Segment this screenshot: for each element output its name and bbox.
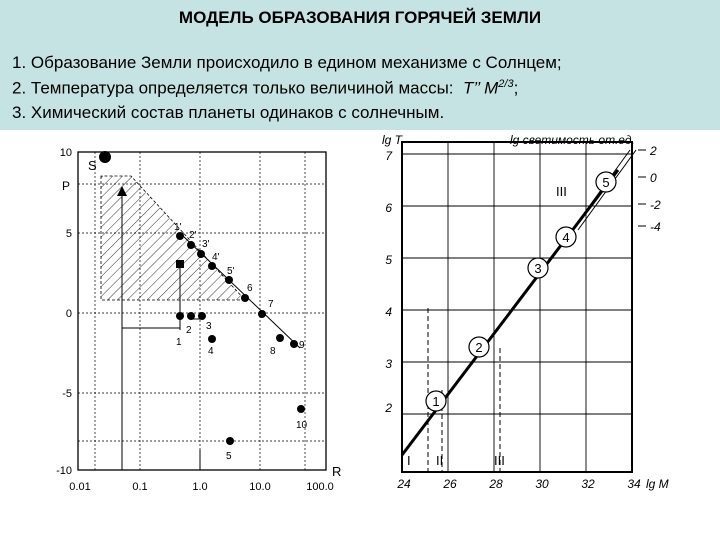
axis-letter-r: R xyxy=(332,464,341,479)
x-tick: 100.0 xyxy=(306,481,334,493)
stage-circle-4 xyxy=(555,226,577,248)
roman-label: I xyxy=(407,453,411,468)
roman-label: II xyxy=(436,453,443,468)
x-tick: 28 xyxy=(488,477,503,491)
y-tick: 6 xyxy=(385,201,392,215)
point-2-text: 2. Температура определяется только велич… xyxy=(12,78,454,98)
y2-axis-label: lg светимость от.ед. xyxy=(510,133,635,147)
right-chart-grid xyxy=(402,142,632,472)
y2-tick: 2 xyxy=(649,144,657,158)
sun-point xyxy=(99,151,111,163)
point-3-prime xyxy=(197,250,205,258)
circle-label: 5 xyxy=(602,175,609,190)
point-9 xyxy=(290,340,298,348)
square-marker xyxy=(176,260,184,268)
x-axis-label: lg M xyxy=(646,477,669,491)
point-label: 10 xyxy=(296,420,308,431)
y-tick: -10 xyxy=(56,465,72,477)
x-tick: 24 xyxy=(396,477,411,491)
y2-tick: -4 xyxy=(650,220,661,234)
stage-circle-3 xyxy=(527,257,549,279)
point-label: 4 xyxy=(208,346,214,357)
point-label: 4' xyxy=(212,252,220,263)
point-label: 2 xyxy=(186,325,192,336)
sun-label: S xyxy=(88,158,97,173)
point-7 xyxy=(258,310,266,318)
y2-tick: 0 xyxy=(650,171,657,185)
y2-tick: -2 xyxy=(650,198,661,212)
y-tick: 2 xyxy=(384,401,392,415)
y-axis-label: lg T xyxy=(382,133,404,147)
triangle-marker xyxy=(117,186,127,196)
point-1 xyxy=(176,312,184,320)
point-4 xyxy=(208,335,216,343)
stage-circle-1 xyxy=(425,390,447,412)
x-tick: 0.01 xyxy=(69,481,90,493)
point-3: 3. Химический состав планеты одинаков с … xyxy=(12,103,445,122)
x-tick: 1.0 xyxy=(192,481,207,493)
point-label: 5' xyxy=(227,266,235,277)
stage-circle-2 xyxy=(468,336,490,358)
point-1-prime xyxy=(176,232,184,240)
circle-label: 1 xyxy=(432,394,439,409)
point-2: 2. Температура определяется только велич… xyxy=(12,78,518,99)
point-2 xyxy=(187,312,195,320)
x-tick: 30 xyxy=(535,477,549,491)
point-2-prime xyxy=(187,241,195,249)
right-chart-frame xyxy=(401,141,633,473)
y-tick: 0 xyxy=(66,308,72,320)
y-tick: 5 xyxy=(385,253,392,267)
point-label: 3 xyxy=(206,321,212,332)
stage-circle-5 xyxy=(595,171,617,193)
point-4-prime xyxy=(208,262,216,270)
header-band: МОДЕЛЬ ОБРАЗОВАНИЯ ГОРЯЧЕЙ ЗЕМЛИ 1. Обра… xyxy=(0,0,720,130)
x-tick: 26 xyxy=(442,477,457,491)
point-label: 7 xyxy=(268,299,274,310)
circle-label: 2 xyxy=(475,340,482,355)
y-tick: 7 xyxy=(385,149,393,163)
point-5 xyxy=(226,437,234,445)
y-tick: 10 xyxy=(60,147,72,159)
right-chart: 1 2 3 4 5 I II III III lg T lg светимост… xyxy=(382,133,669,491)
point-label: 2' xyxy=(189,230,197,241)
left-chart-frame xyxy=(77,151,327,471)
x-tick: 0.1 xyxy=(132,481,147,493)
point-label: 8 xyxy=(270,346,276,357)
point-label: 5 xyxy=(226,451,232,462)
x-tick: 34 xyxy=(627,477,641,491)
mass-formula: T’’ M xyxy=(463,78,499,98)
point-label: 1 xyxy=(176,337,182,348)
point-label: 3' xyxy=(202,239,210,250)
axis-letter-p: P xyxy=(62,179,70,193)
point-10 xyxy=(297,405,305,413)
slide-title: МОДЕЛЬ ОБРАЗОВАНИЯ ГОРЯЧЕЙ ЗЕМЛИ xyxy=(178,8,542,27)
reference-lines xyxy=(427,308,501,472)
y-tick: -5 xyxy=(62,388,72,400)
point-2-end: ; xyxy=(513,78,519,98)
circle-label: 3 xyxy=(534,261,541,276)
point-label: 6 xyxy=(247,283,253,294)
point-label: 9 xyxy=(299,340,305,351)
roman-label: III xyxy=(556,184,567,199)
x-tick: 32 xyxy=(581,477,595,491)
y-tick: 3 xyxy=(385,357,392,371)
point-8 xyxy=(276,334,284,342)
roman-label: III xyxy=(494,453,505,468)
point-3 xyxy=(198,312,206,320)
y-tick: 5 xyxy=(66,228,72,240)
x-tick: 10.0 xyxy=(249,481,270,493)
circle-label: 4 xyxy=(562,230,569,245)
point-1: 1. Образование Земли происходило в едино… xyxy=(12,53,562,72)
y-tick: 4 xyxy=(385,305,392,319)
point-label: 1' xyxy=(174,222,182,233)
left-chart: P R 10 5 0 -5 -10 0.01 0.1 1.0 10.0 100.… xyxy=(56,147,341,493)
point-5-prime xyxy=(225,276,233,284)
mass-exponent: 2/3 xyxy=(498,78,514,90)
point-6 xyxy=(241,294,249,302)
